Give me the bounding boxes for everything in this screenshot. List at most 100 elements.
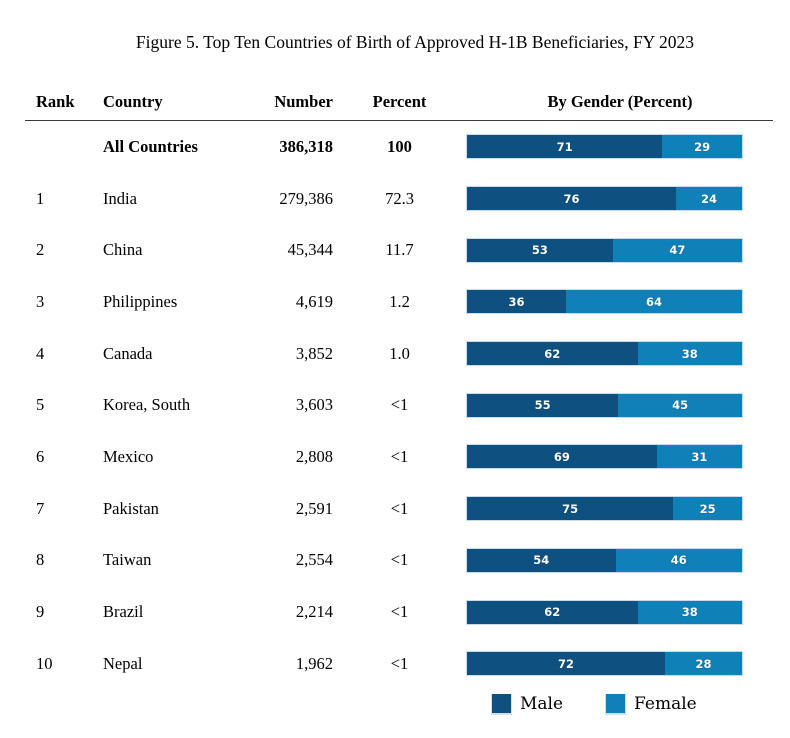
male-bar-segment: 71 [467, 135, 663, 159]
percent-cell: <1 [390, 446, 409, 466]
country-cell: Nepal [103, 653, 143, 673]
female-bar-segment: 24 [676, 187, 742, 211]
gender-bar-cell: 71 29 [450, 135, 773, 159]
gender-stacked-bar: 53 47 [467, 238, 742, 262]
male-bar-segment: 69 [467, 445, 657, 469]
female-bar-segment: 47 [612, 238, 742, 262]
male-bar-value: 76 [563, 191, 580, 206]
male-legend-label: Male [520, 693, 564, 714]
female-bar-value: 24 [700, 191, 717, 206]
gender-bar-cell: 54 46 [450, 548, 773, 572]
percent-cell: <1 [390, 653, 409, 673]
gender-bar-cell: 62 38 [450, 342, 773, 366]
female-legend-label: Female [634, 693, 697, 714]
number-cell: 279,386 [279, 188, 333, 208]
percent-cell: <1 [390, 498, 409, 518]
male-bar-value: 69 [553, 449, 570, 464]
male-bar-segment: 36 [467, 290, 566, 314]
gender-stacked-bar: 55 45 [467, 393, 742, 417]
percent-cell: 100 [387, 136, 412, 156]
gender-bar-cell: 75 25 [450, 497, 773, 521]
gender-bar-cell: 55 45 [450, 393, 773, 417]
male-bar-value: 53 [531, 243, 548, 258]
table-row: 1 India 279,386 72.3 76 24 [25, 173, 773, 225]
country-cell: India [103, 188, 137, 208]
male-bar-value: 62 [544, 605, 561, 620]
gender-stacked-bar: 76 24 [467, 187, 742, 211]
gender-legend: Male Female [492, 694, 773, 714]
country-cell: Brazil [103, 602, 144, 622]
gender-bar-cell: 36 64 [450, 290, 773, 314]
rank-cell: 5 [36, 395, 45, 415]
percent-cell: <1 [390, 602, 409, 622]
table-body: All Countries 386,318 100 71 29 1 India … [25, 121, 773, 690]
rank-cell: 3 [36, 291, 45, 311]
table-row: 6 Mexico 2,808 <1 69 31 [25, 431, 773, 483]
male-bar-segment: 62 [467, 342, 638, 366]
male-bar-segment: 54 [467, 548, 616, 572]
female-bar-value: 38 [681, 346, 698, 361]
percent-cell: 1.2 [389, 291, 410, 311]
gender-bar-cell: 76 24 [450, 187, 773, 211]
table-header-row: Rank Country Number Percent By Gender (P… [25, 90, 773, 121]
male-bar-segment: 62 [467, 600, 638, 624]
male-bar-value: 36 [508, 294, 525, 309]
male-bar-value: 75 [562, 501, 579, 516]
male-bar-segment: 53 [467, 238, 613, 262]
gender-bar-cell: 72 28 [450, 652, 773, 676]
male-bar-value: 62 [544, 346, 561, 361]
gender-stacked-bar: 75 25 [467, 497, 742, 521]
rank-cell: 10 [36, 653, 53, 673]
number-cell: 1,962 [295, 653, 333, 673]
female-bar-segment: 38 [637, 600, 742, 624]
rank-cell: 8 [36, 550, 45, 570]
female-bar-value: 64 [645, 294, 662, 309]
header-rank: Rank [36, 92, 75, 111]
female-bar-value: 29 [694, 139, 711, 154]
gender-stacked-bar: 62 38 [467, 600, 742, 624]
number-cell: 2,591 [295, 498, 333, 518]
country-cell: Mexico [103, 446, 154, 466]
number-cell: 3,852 [295, 343, 333, 363]
table-row: All Countries 386,318 100 71 29 [25, 121, 773, 173]
female-bar-segment: 45 [618, 393, 742, 417]
percent-cell: <1 [390, 395, 409, 415]
percent-cell: 1.0 [389, 343, 410, 363]
gender-stacked-bar: 69 31 [467, 445, 742, 469]
h1b-countries-table: Rank Country Number Percent By Gender (P… [25, 90, 773, 714]
male-bar-segment: 55 [467, 393, 619, 417]
rank-cell: 2 [36, 240, 45, 260]
number-cell: 2,808 [295, 446, 333, 466]
country-cell: Canada [103, 343, 153, 363]
male-legend-swatch [492, 694, 511, 714]
table-row: 10 Nepal 1,962 <1 72 28 [25, 638, 773, 690]
female-bar-value: 45 [672, 398, 689, 413]
country-cell: Philippines [103, 291, 178, 311]
country-cell: Taiwan [103, 550, 152, 570]
male-bar-value: 72 [557, 656, 574, 671]
male-bar-value: 55 [534, 398, 551, 413]
country-cell: China [103, 240, 143, 260]
rank-cell: 7 [36, 498, 45, 518]
female-legend-swatch [606, 694, 626, 714]
female-bar-segment: 29 [662, 135, 742, 159]
gender-stacked-bar: 71 29 [467, 135, 742, 159]
number-cell: 386,318 [279, 136, 333, 156]
female-bar-segment: 25 [673, 497, 742, 521]
header-percent: Percent [372, 92, 427, 111]
table-row: 2 China 45,344 11.7 53 47 [25, 224, 773, 276]
country-cell: All Countries [103, 136, 198, 156]
gender-bar-cell: 62 38 [450, 600, 773, 624]
table-row: 9 Brazil 2,214 <1 62 38 [25, 586, 773, 638]
female-bar-value: 46 [670, 553, 687, 568]
female-bar-value: 28 [695, 656, 712, 671]
rank-cell: 4 [36, 343, 45, 363]
header-gender: By Gender (Percent) [547, 92, 693, 111]
table-row: 5 Korea, South 3,603 <1 55 45 [25, 379, 773, 431]
male-bar-segment: 72 [467, 652, 665, 676]
male-bar-value: 71 [556, 139, 573, 154]
gender-stacked-bar: 72 28 [467, 652, 742, 676]
table-row: 7 Pakistan 2,591 <1 75 25 [25, 483, 773, 535]
gender-stacked-bar: 36 64 [467, 290, 742, 314]
